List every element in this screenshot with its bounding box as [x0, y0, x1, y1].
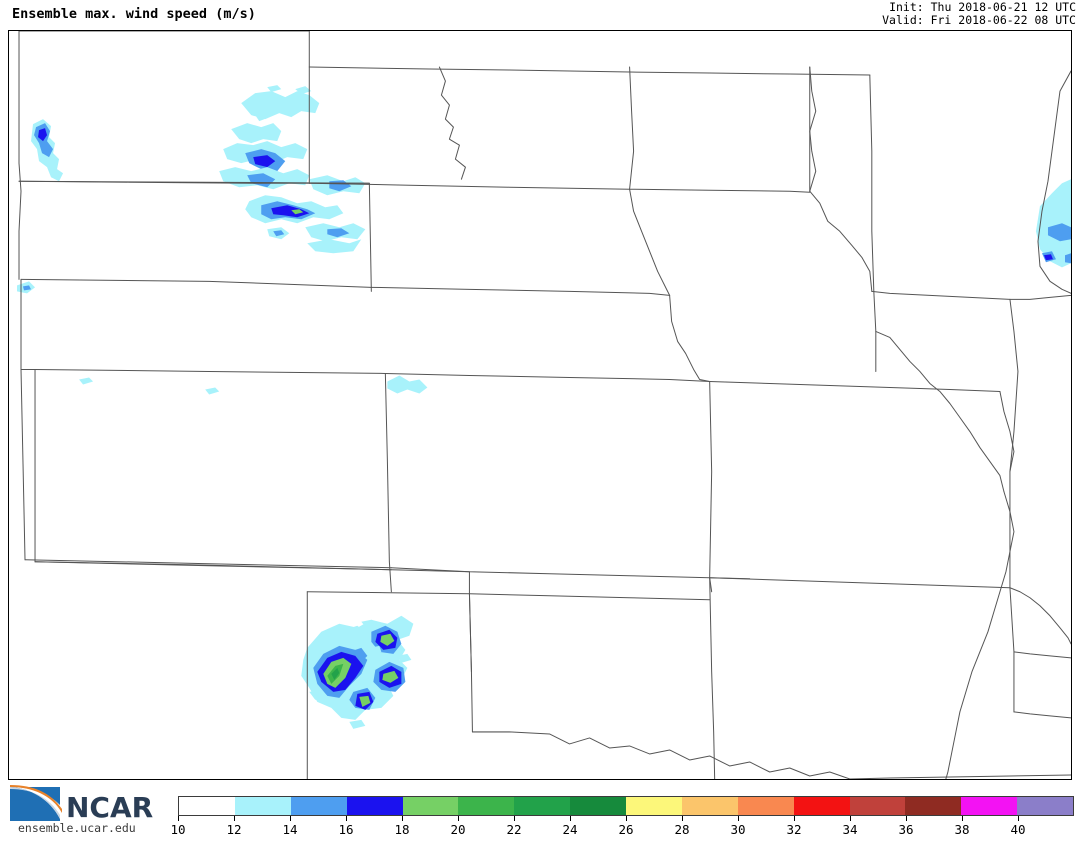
colorbar-tick-40: [1018, 816, 1019, 821]
colorbar-tick-label-24: 24: [562, 822, 578, 837]
colorbar-tick-label-40: 40: [1010, 822, 1026, 837]
colorbar-tick-label-38: 38: [954, 822, 970, 837]
colorbar-tick-30: [738, 816, 739, 821]
colorbar-tick-20: [458, 816, 459, 821]
map-svg: [17, 31, 1071, 779]
colorbar-tick-label-36: 36: [898, 822, 914, 837]
data-blob-lake-michigan: [1035, 179, 1071, 268]
ncar-logo-mark: [10, 785, 62, 821]
colorbar-ticks: 10 12 14 16 18 20 22 24 26 28 30 32 34 36 38 40: [170, 816, 1074, 838]
colorbar-tick-label-28: 28: [674, 822, 690, 837]
state-boundaries: [18, 31, 1071, 779]
colorbar-tick-label-34: 34: [842, 822, 858, 837]
colorbar-tick-14: [290, 816, 291, 821]
colorbar-tick-38: [962, 816, 963, 821]
colorbar-gradient[interactable]: [178, 796, 1074, 816]
data-blob-montana-wyoming: [219, 85, 366, 254]
data-blob-idaho: [31, 119, 64, 182]
colorbar-tick-26: [626, 816, 627, 821]
colorbar-tick-label-18: 18: [394, 822, 410, 837]
ncar-url-text: ensemble.ucar.edu: [18, 821, 136, 835]
colorbar-segment-14-16: [290, 797, 347, 815]
colorbar-tick-36: [906, 816, 907, 821]
page-title: Ensemble max. wind speed (m/s): [12, 6, 256, 22]
colorbar-tick-label-32: 32: [786, 822, 802, 837]
colorbar-tick-34: [850, 816, 851, 821]
data-blob-kansas-border: [205, 375, 428, 395]
colorbar-tick-label-16: 16: [338, 822, 354, 837]
colorbar-segment-22-24: [514, 797, 571, 815]
colorbar-tick-12: [234, 816, 235, 821]
init-time-label: Init: Thu 2018-06-21 12 UTC: [889, 0, 1076, 14]
colorbar-tick-label-10: 10: [170, 822, 186, 837]
colorbar-tick-10: [178, 816, 179, 821]
data-blob-new-mexico: [301, 615, 414, 729]
colorbar-segment-24-26: [570, 797, 626, 815]
colorbar-segment-32-34: [793, 797, 850, 815]
colorbar[interactable]: 10 12 14 16 18 20 22 24 26 28 30 32 34 36 38 40: [170, 796, 1074, 838]
colorbar-tick-32: [794, 816, 795, 821]
colorbar-segment-10-12: [179, 797, 235, 815]
colorbar-tick-label-20: 20: [450, 822, 466, 837]
map-canvas[interactable]: [8, 30, 1072, 780]
colorbar-tick-24: [570, 816, 571, 821]
forecast-time-stamps: Init: Thu 2018-06-21 12 UTC Valid: Fri 2…: [882, 1, 1076, 27]
colorbar-segment-38-40: [961, 797, 1018, 815]
ncar-logo[interactable]: NCAR ensemble.ucar.edu: [8, 785, 170, 835]
colorbar-segment-30-32: [737, 797, 794, 815]
colorbar-tick-18: [402, 816, 403, 821]
plot-footer: NCAR ensemble.ucar.edu 10 12 14 16 18 20 22 24 2…: [0, 783, 1080, 842]
colorbar-tick-label-26: 26: [618, 822, 634, 837]
colorbar-segment-18-20: [402, 797, 459, 815]
colorbar-tick-label-12: 12: [226, 822, 242, 837]
colorbar-segment-20-22: [458, 797, 515, 815]
ncar-logo-text: NCAR: [66, 791, 153, 824]
valid-time-label: Valid: Fri 2018-06-22 08 UTC: [882, 13, 1076, 27]
colorbar-tick-16: [346, 816, 347, 821]
colorbar-tick-label-30: 30: [730, 822, 746, 837]
colorbar-tick-22: [514, 816, 515, 821]
colorbar-segment-26-28: [626, 797, 682, 815]
colorbar-tick-28: [682, 816, 683, 821]
colorbar-segment-28-30: [681, 797, 738, 815]
colorbar-tick-label-14: 14: [282, 822, 298, 837]
plot-header: Ensemble max. wind speed (m/s) Init: Thu…: [0, 0, 1080, 30]
colorbar-segment-34-36: [849, 797, 906, 815]
colorbar-segment-12-14: [234, 797, 291, 815]
ncar-logo-svg: NCAR ensemble.ucar.edu: [10, 785, 153, 835]
colorbar-segment-16-18: [346, 797, 403, 815]
colorbar-segment-36-38: [905, 797, 962, 815]
colorbar-segment-40-42: [1017, 797, 1073, 815]
colorbar-tick-label-22: 22: [506, 822, 522, 837]
